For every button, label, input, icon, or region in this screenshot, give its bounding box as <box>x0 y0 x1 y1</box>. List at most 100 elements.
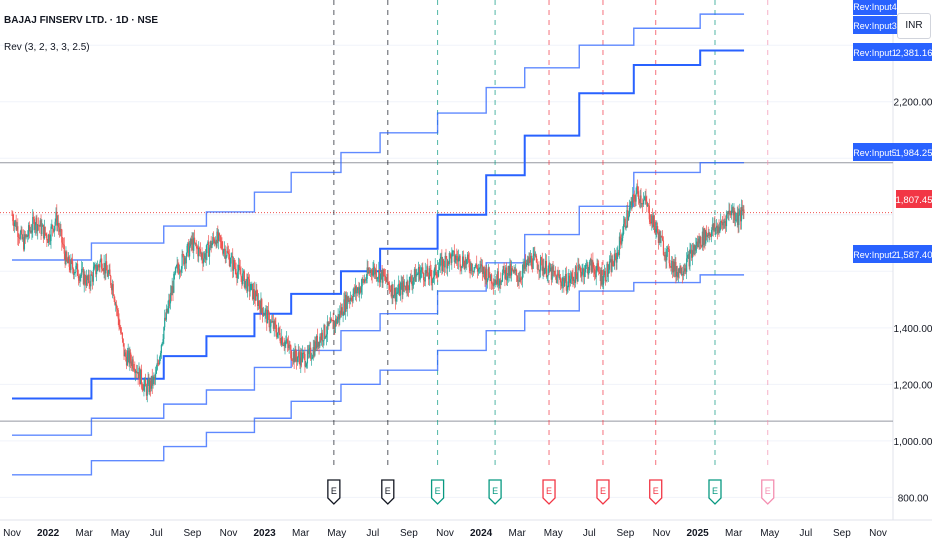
candle-body <box>685 268 687 272</box>
candle-body <box>374 266 376 275</box>
candle-body <box>605 280 607 282</box>
candle-body <box>481 265 484 274</box>
earnings-marker[interactable] <box>430 479 445 505</box>
currency-button[interactable]: INR <box>897 13 931 39</box>
candle-body <box>565 274 567 291</box>
earnings-marker-label: E <box>600 486 606 496</box>
candle-body <box>487 267 489 279</box>
candle-body <box>319 336 321 347</box>
candle-body <box>515 269 518 276</box>
candle-body <box>130 352 132 362</box>
candle-body <box>404 285 406 290</box>
candle-body <box>588 270 590 275</box>
candle-body <box>620 240 622 244</box>
candle-body <box>336 319 338 324</box>
candle-body <box>652 215 655 227</box>
candle-body <box>285 342 287 343</box>
candle-body <box>559 277 561 279</box>
candle-body <box>413 269 416 278</box>
candle-body <box>321 332 323 341</box>
candle-body <box>65 251 67 265</box>
candle-body <box>241 276 243 285</box>
candle-body <box>286 339 288 343</box>
candle-body <box>287 343 289 348</box>
candle-body <box>97 265 99 267</box>
candle-body <box>62 244 65 246</box>
candle-body <box>159 356 161 364</box>
candle-body <box>93 266 95 270</box>
candle-body <box>694 245 696 251</box>
candle-body <box>443 266 445 268</box>
candle-body <box>374 269 377 275</box>
candle-body <box>667 247 670 250</box>
earnings-marker[interactable] <box>542 479 556 505</box>
candle-body <box>693 245 695 255</box>
indicator-legend[interactable]: Rev (3, 2, 3, 3, 2.5) <box>4 42 90 53</box>
candle-body <box>144 379 146 385</box>
candle-body <box>184 258 187 264</box>
candle-body <box>218 233 221 236</box>
candle-body <box>112 284 114 296</box>
candle-body <box>184 258 186 265</box>
candle-body <box>546 276 548 278</box>
candle-body <box>68 256 70 267</box>
candle-body <box>459 255 461 268</box>
candle-body <box>637 186 639 192</box>
candle-body <box>726 212 728 215</box>
candle-body <box>362 278 364 280</box>
candle-body <box>624 218 626 228</box>
candle-body <box>152 377 154 386</box>
candle-body <box>470 263 472 271</box>
candle-body <box>84 274 86 283</box>
candle-body <box>418 266 421 280</box>
candle-body <box>167 306 169 313</box>
candle-body <box>110 275 112 286</box>
candle-body <box>49 240 51 242</box>
candle-body <box>28 225 31 232</box>
candle-body <box>50 226 52 241</box>
candle-body <box>62 242 64 245</box>
earnings-marker[interactable] <box>761 479 775 505</box>
earnings-marker[interactable] <box>649 479 663 505</box>
candle-body <box>115 304 117 306</box>
candle-body <box>122 338 124 344</box>
candle-body <box>340 307 343 315</box>
candle-body <box>383 275 386 277</box>
candle-body <box>371 272 373 276</box>
candle-body <box>268 313 270 328</box>
candle-body <box>143 384 145 391</box>
candle-body <box>709 232 711 236</box>
candle-body <box>262 314 265 316</box>
earnings-marker[interactable] <box>327 479 341 505</box>
earnings-marker[interactable] <box>381 479 395 505</box>
earnings-marker[interactable] <box>708 479 722 505</box>
candle-body <box>647 204 650 206</box>
time-axis-label: Sep <box>617 528 635 539</box>
candle-body <box>19 232 21 239</box>
candle-body <box>96 265 99 272</box>
earnings-marker[interactable] <box>488 479 502 505</box>
candle-body <box>658 231 660 243</box>
series-name-tag <box>853 43 897 61</box>
time-axis-label: Jul <box>150 528 163 539</box>
candle-body <box>290 345 292 359</box>
candle-body <box>86 275 88 286</box>
candle-body <box>210 241 212 248</box>
earnings-marker[interactable] <box>596 479 610 505</box>
candle-body <box>237 264 240 272</box>
candle-body <box>373 266 375 271</box>
candle-body <box>486 278 489 283</box>
candle-body <box>484 271 486 281</box>
candle-body <box>464 259 466 269</box>
candle-body <box>696 241 698 247</box>
candle-body <box>393 287 396 296</box>
candle-body <box>296 356 298 362</box>
candle-body <box>269 326 271 328</box>
candle-body <box>637 191 640 200</box>
candle-body <box>418 266 420 275</box>
candle-body <box>551 266 553 280</box>
candle-body <box>725 214 728 227</box>
candle-body <box>545 261 548 278</box>
candle-body <box>420 270 422 272</box>
